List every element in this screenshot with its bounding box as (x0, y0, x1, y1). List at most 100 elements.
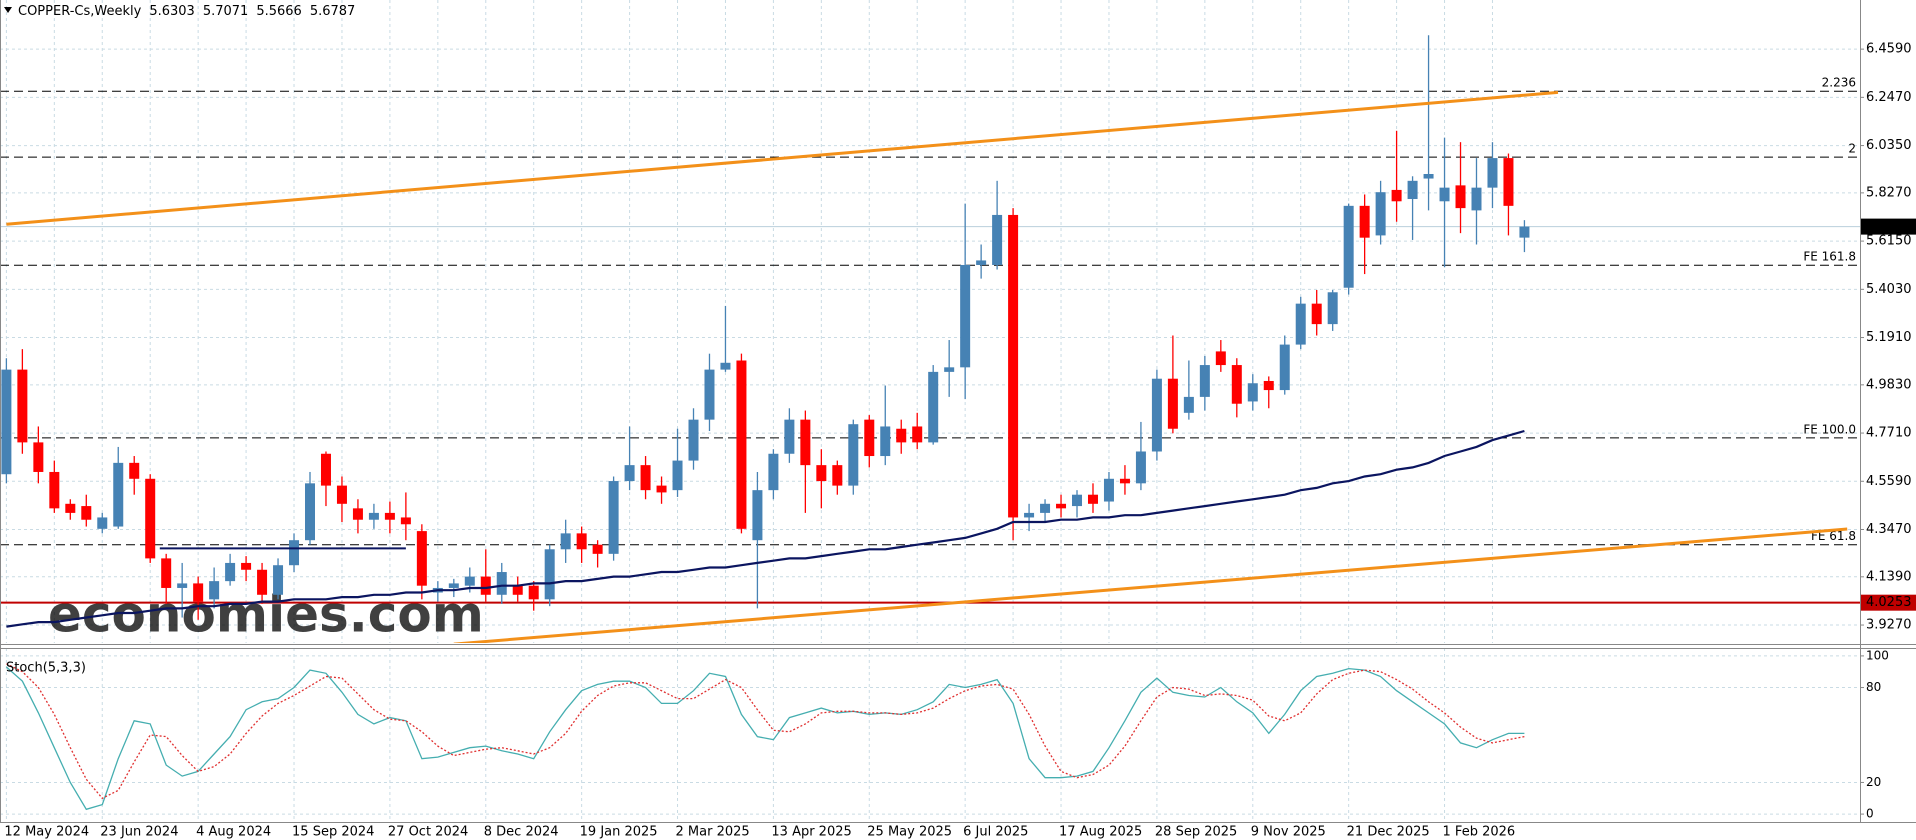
candle-body (736, 360, 747, 529)
ohlc-value: 5.7071 (203, 4, 249, 19)
candle-body (928, 371, 939, 443)
candle-body (81, 506, 92, 520)
x-tick-label: 8 Dec 2024 (484, 825, 559, 840)
watermark: economies.com (48, 586, 484, 644)
y-tick-label: 4.3470 (1866, 522, 1912, 537)
x-tick-label: 13 Apr 2025 (771, 825, 851, 840)
candle-body (1295, 303, 1306, 345)
ohlc-value: 5.6787 (310, 4, 356, 19)
candle-body (33, 442, 44, 472)
candle-body (496, 572, 507, 595)
current-price-box (1860, 218, 1916, 235)
candle-body (944, 367, 955, 372)
candle-body (544, 549, 555, 600)
candle-body (512, 585, 523, 595)
candle-body (1056, 503, 1067, 509)
candle-body (480, 576, 491, 595)
support-price-box (1860, 594, 1916, 611)
candle-body (1343, 205, 1354, 288)
y-tick-label: 5.8270 (1866, 185, 1912, 200)
y-tick-label: 5.4030 (1866, 282, 1912, 297)
y-tick-label: 100 (1866, 648, 1889, 662)
candle-body (1519, 226, 1530, 238)
candle-body (1072, 494, 1083, 507)
main-panel: economies.comForexNewsToday 2.236 2 FE 161.… (0, 0, 1860, 644)
ohlc-value: 5.5666 (256, 4, 302, 19)
candle-body (225, 562, 236, 582)
candle-body (1263, 380, 1274, 391)
fib-level-label: FE 161.8 (1803, 250, 1856, 264)
stoch-title: Stoch(5,3,3) (6, 661, 86, 676)
ohlc-value: 5.6303 (149, 4, 195, 19)
candle-body (49, 471, 60, 509)
candle-body (672, 460, 683, 491)
candle-body (976, 260, 987, 265)
candle-body (336, 485, 347, 504)
candle-body (864, 419, 875, 457)
y-tick-label: 4.9830 (1866, 377, 1912, 392)
fib-level-label: FE 100.0 (1803, 422, 1856, 436)
candle-body (209, 581, 220, 600)
candle-body (768, 453, 779, 491)
axes: 6.4590 6.2470 6.0350 5.8270 5.6150 5.4030 5.19… (4, 42, 1916, 840)
candle-body (1247, 383, 1258, 402)
fib-level-label: FE 61.8 (1811, 529, 1856, 543)
y-tick-label: 4.5590 (1866, 474, 1912, 489)
y-tick-label: 80 (1866, 680, 1881, 694)
fib-level-label: 2 (1848, 142, 1856, 156)
x-tick-label: 12 May 2024 (4, 825, 89, 840)
candle-body (352, 508, 363, 520)
candle-body (97, 517, 108, 529)
x-tick-label: 23 Jun 2024 (100, 825, 178, 840)
y-tick-label: 3.9270 (1866, 618, 1912, 633)
candle-body (1040, 503, 1051, 513)
candle-body (416, 531, 427, 586)
candle-body (177, 583, 188, 588)
candle-body (1375, 192, 1386, 236)
candle-body (113, 462, 124, 527)
trendline (6, 90, 1559, 226)
menu-triangle (4, 7, 12, 13)
candle-body (145, 478, 156, 559)
candle-body (193, 583, 204, 602)
candle-body (1439, 187, 1450, 202)
candle-body (880, 426, 891, 457)
candle-body (992, 214, 1003, 265)
candle-body (528, 585, 539, 600)
stoch-line (6, 663, 1525, 800)
candle-body (608, 481, 619, 554)
candle-body (1231, 365, 1242, 404)
candle-body (384, 512, 395, 520)
trendline (453, 527, 1848, 643)
candle-body (17, 369, 28, 443)
candle-body (257, 569, 268, 595)
candle-body (704, 369, 715, 420)
x-tick-label: 1 Feb 2026 (1443, 825, 1516, 840)
y-tick-label: 5.6150 (1866, 234, 1912, 249)
candle-body (129, 462, 140, 479)
candle-body (912, 426, 923, 443)
candle-body (464, 576, 475, 586)
candle-body (1199, 365, 1210, 397)
y-tick-label: 6.4590 (1866, 42, 1912, 57)
candle-body (1, 369, 12, 475)
chart-header: COPPER-Cs,Weekly 5.6303 5.7071 5.5666 5.6787 (18, 4, 355, 19)
candle-body (65, 503, 76, 513)
candle-body (1103, 478, 1114, 502)
candle-body (656, 485, 667, 493)
y-tick-label: 0 (1866, 807, 1874, 821)
fib-level-label: 2.236 (1822, 76, 1856, 90)
moving-average (6, 429, 1525, 628)
x-tick-label: 9 Nov 2025 (1251, 825, 1326, 840)
candle-body (1183, 396, 1194, 413)
candle-body (1024, 512, 1035, 518)
stoch-panel (0, 648, 1860, 822)
y-tick-label: 5.1910 (1866, 330, 1912, 345)
candle-body (400, 517, 411, 525)
y-tick-label: 4.7710 (1866, 426, 1912, 441)
candle-body (592, 544, 603, 554)
candle-body (1471, 187, 1482, 211)
x-tick-label: 17 Aug 2025 (1059, 825, 1142, 840)
candle-body (1008, 214, 1019, 518)
